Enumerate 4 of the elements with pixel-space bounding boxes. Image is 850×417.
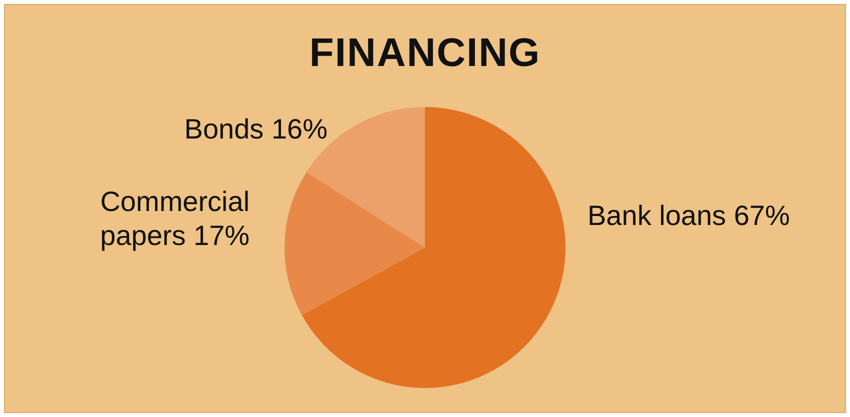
slice-label: Commercial papers 17% — [100, 186, 250, 252]
slice-label: Bonds 16% — [184, 113, 328, 144]
slice-label: Bank loans 67% — [588, 200, 790, 232]
chart-title: FINANCING — [308, 31, 542, 76]
